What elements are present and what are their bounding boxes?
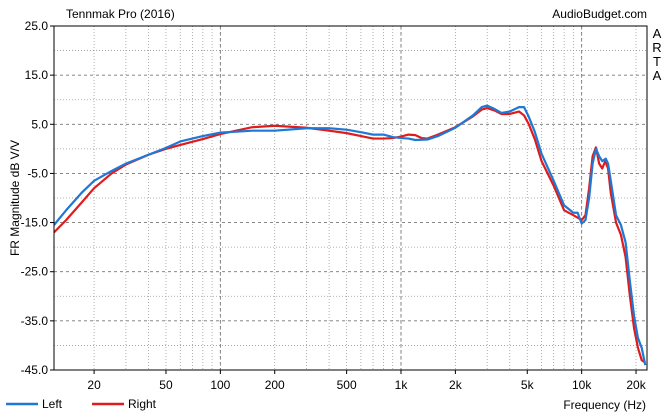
x-tick-label: 200 [265,378,285,392]
x-tick-label: 500 [337,378,357,392]
x-axis-label: Frequency (Hz) [563,398,646,412]
side-label-letter: A [653,26,662,41]
y-axis-label: FR Magnitude dB V/V [8,140,22,256]
y-tick-label: -45.0 [21,363,49,377]
source-label: AudioBudget.com [552,7,647,21]
x-axis-ticks: 20 50 100 200 500 1k 2k 5k 10k 20k [87,370,647,392]
x-tick-label: 2k [449,378,463,392]
x-tick-label: 5k [521,378,535,392]
plot-frame [53,25,648,371]
side-label-letter: A [653,68,662,83]
series-lines [54,104,647,366]
y-tick-label: 25.0 [25,19,49,33]
chart-title: Tennmak Pro (2016) [66,7,175,21]
y-axis-ticks: 25.0 15.0 5.0 -5.0 -15.0 -25.0 -35.0 -45.0 [21,19,54,377]
series-line-left [54,104,647,366]
x-tick-label: 100 [210,378,230,392]
y-tick-label: 15.0 [25,68,49,82]
x-tick-label: 20 [87,378,101,392]
x-tick-label: 10k [572,378,592,392]
side-label-letter: T [653,54,661,69]
x-tick-label: 50 [159,378,173,392]
y-tick-label: -15.0 [21,216,49,230]
series-line-right [54,106,646,364]
side-label-letter: R [652,40,661,55]
legend: Left Right [6,397,157,411]
legend-label-right: Right [128,397,157,411]
y-tick-label: 5.0 [31,117,48,131]
x-tick-label: 1k [395,378,409,392]
y-tick-label: -5.0 [27,166,48,180]
x-tick-label: 20k [626,378,646,392]
major-gridlines [54,26,647,370]
y-tick-label: -35.0 [21,314,49,328]
legend-label-left: Left [42,397,63,411]
y-tick-label: -25.0 [21,265,49,279]
